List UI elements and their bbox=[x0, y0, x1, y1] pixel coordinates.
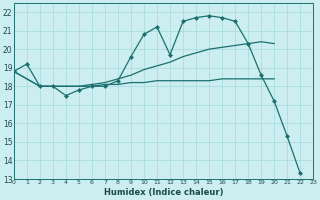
X-axis label: Humidex (Indice chaleur): Humidex (Indice chaleur) bbox=[104, 188, 223, 197]
